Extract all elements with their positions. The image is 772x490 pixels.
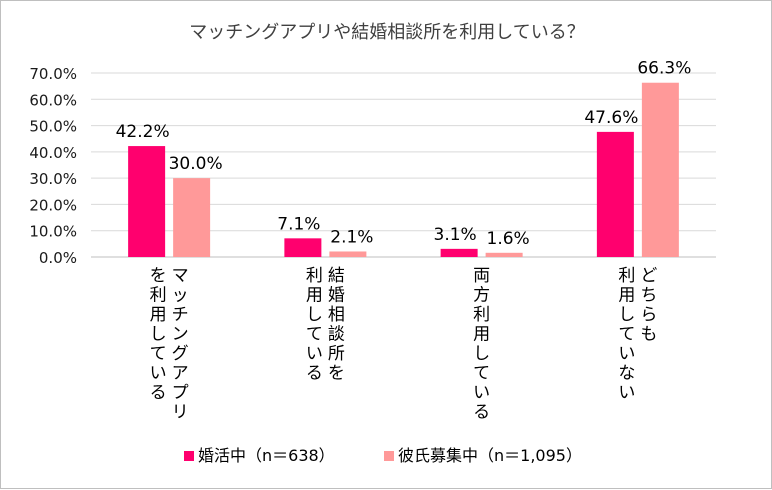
svg-text:を: を — [150, 266, 167, 286]
svg-text:い: い — [306, 344, 323, 364]
svg-text:用: 用 — [473, 325, 490, 345]
svg-text:グ: グ — [172, 344, 189, 364]
svg-text:ン: ン — [172, 325, 189, 345]
svg-text:ら: ら — [640, 305, 657, 325]
svg-text:用: 用 — [618, 286, 635, 306]
category-label: 利用している — [306, 266, 323, 384]
svg-text:リ: リ — [172, 403, 189, 423]
y-tick-label: 0.0% — [39, 249, 77, 267]
svg-text:談: 談 — [328, 325, 345, 345]
svg-text:る: る — [473, 403, 490, 423]
data-labels: 42.2% 7.1% 3.1% 47.6% 30.0% 2.1% 1.6% 66.3% — [116, 59, 692, 249]
svg-text:ち: ち — [640, 286, 657, 306]
bar-boshu — [173, 178, 211, 257]
data-label: 66.3% — [637, 59, 691, 79]
svg-text:て: て — [618, 325, 635, 345]
svg-text:方: 方 — [473, 286, 490, 306]
chart-title: マッチングアプリや結婚相談所を利用している？ — [189, 22, 584, 43]
y-tick-label: 30.0% — [29, 170, 77, 188]
svg-text:し: し — [150, 325, 167, 345]
bar-konkatsu — [596, 131, 634, 257]
legend-swatch — [384, 451, 394, 461]
data-label: 7.1% — [277, 214, 320, 234]
svg-text:る: る — [150, 383, 167, 403]
category-label: を利用している — [150, 266, 167, 403]
legend-label: 彼氏募集中（n＝1,095） — [398, 446, 582, 465]
svg-text:い: い — [473, 383, 490, 403]
svg-text:し: し — [473, 344, 490, 364]
svg-text:ア: ア — [172, 364, 189, 384]
bar-boshu — [641, 82, 679, 258]
svg-text:し: し — [306, 305, 323, 325]
svg-text:ッ: ッ — [172, 286, 189, 306]
svg-text:て: て — [473, 364, 490, 384]
svg-text:を: を — [328, 364, 345, 384]
svg-text:利: 利 — [150, 286, 167, 306]
svg-text:い: い — [150, 364, 167, 384]
y-tick-label: 70.0% — [29, 65, 77, 83]
category-label: マッチングアプリ — [172, 266, 189, 423]
svg-text:し: し — [618, 305, 635, 325]
bars — [128, 82, 679, 258]
svg-text:マ: マ — [172, 266, 189, 286]
bar-konkatsu — [440, 248, 478, 257]
legend-swatch — [184, 451, 194, 461]
svg-text:婚: 婚 — [328, 286, 345, 306]
svg-text:所: 所 — [328, 344, 345, 364]
data-label: 30.0% — [169, 154, 223, 174]
svg-text:な: な — [618, 364, 635, 384]
bar-konkatsu — [284, 238, 322, 257]
category-labels: マッチングアプリを利用している結婚相談所を利用している両方利用しているどちらも利… — [150, 266, 658, 423]
legend-label: 婚活中（n＝638） — [198, 446, 335, 465]
data-label: 42.2% — [116, 122, 170, 142]
svg-text:チ: チ — [172, 305, 189, 325]
svg-text:ど: ど — [640, 266, 657, 286]
svg-text:い: い — [618, 344, 635, 364]
svg-text:プ: プ — [172, 383, 189, 403]
svg-text:て: て — [150, 344, 167, 364]
bar-konkatsu — [128, 146, 166, 257]
y-tick-label: 20.0% — [29, 196, 77, 214]
svg-text:る: る — [306, 364, 323, 384]
y-tick-label: 10.0% — [29, 223, 77, 241]
svg-text:両: 両 — [473, 266, 490, 286]
data-label: 47.6% — [584, 108, 638, 128]
y-tick-label: 50.0% — [29, 118, 77, 136]
svg-text:用: 用 — [150, 305, 167, 325]
svg-text:利: 利 — [306, 266, 323, 286]
bar-boshu — [485, 252, 523, 257]
data-label: 1.6% — [487, 229, 530, 249]
svg-text:用: 用 — [306, 286, 323, 306]
svg-text:も: も — [640, 325, 657, 345]
svg-text:相: 相 — [328, 305, 345, 325]
bar-boshu — [329, 251, 367, 257]
svg-text:利: 利 — [473, 305, 490, 325]
y-tick-label: 60.0% — [29, 91, 77, 109]
data-label: 2.1% — [330, 227, 373, 247]
data-label: 3.1% — [434, 225, 477, 245]
svg-text:て: て — [306, 325, 323, 345]
y-axis-tick-labels: 0.0% 10.0% 20.0% 30.0% 40.0% 50.0% 60.0% 70.0% — [29, 65, 77, 267]
svg-text:い: い — [618, 383, 635, 403]
legend: 婚活中（n＝638） 彼氏募集中（n＝1,095） — [184, 446, 582, 465]
svg-text:利: 利 — [618, 266, 635, 286]
svg-text:結: 結 — [328, 266, 345, 286]
category-label: 結婚相談所を — [328, 266, 345, 384]
y-tick-label: 40.0% — [29, 144, 77, 162]
